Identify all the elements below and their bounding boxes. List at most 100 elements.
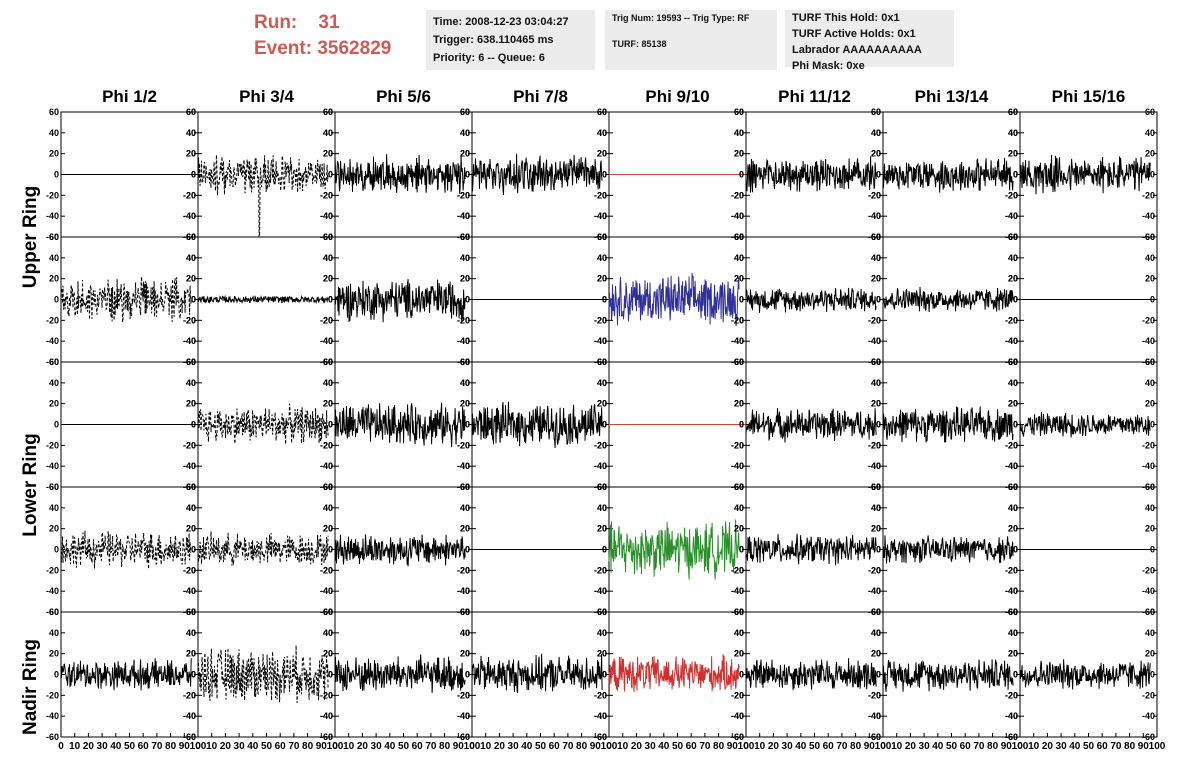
ytick-label-right-r2-c7-2: 20 xyxy=(1145,399,1155,409)
ytick-label-left-r2-c6-5: -40 xyxy=(868,461,881,471)
ytick-label-right-r4-c2-3: 0 xyxy=(465,670,470,680)
ytick-label-right-r3-c1-4: -20 xyxy=(320,565,333,575)
ytick-label-left-r3-c4-0: 60 xyxy=(597,482,607,492)
xtick-label-c1-4: 40 xyxy=(247,741,259,752)
waveform-r4-c3 xyxy=(471,653,603,693)
waveform-r1-c1 xyxy=(197,294,329,304)
waveform-r2-c1 xyxy=(197,403,329,445)
ytick-label-right-r3-c0-5: -40 xyxy=(183,586,196,596)
ytick-label-right-r3-c6-1: 40 xyxy=(1008,503,1018,513)
ytick-label-left-r4-c3-0: 60 xyxy=(460,607,470,617)
ytick-label-right-r3-c1-2: 20 xyxy=(323,524,333,534)
run-label: Run: xyxy=(254,12,298,33)
ytick-label-left-r4-c5-1: 40 xyxy=(734,628,744,638)
ytick-label-right-r4-c0-2: 20 xyxy=(186,649,196,659)
ytick-label-right-r3-c5-2: 20 xyxy=(871,524,881,534)
ytick-label-left-r1-c2-0: 60 xyxy=(323,232,333,242)
ytick-label-left-r4-c4-0: 60 xyxy=(597,607,607,617)
ytick-label-left-r2-c3-2: 20 xyxy=(460,399,470,409)
ytick-label-left-r2-c1-3: 0 xyxy=(191,420,196,430)
ytick-label-right-r2-c3-0: 60 xyxy=(597,357,607,367)
ytick-label-right-r0-c6-1: 40 xyxy=(1008,128,1018,138)
ytick-label-left-r1-c1-2: 20 xyxy=(186,274,196,284)
xtick-label-c4-3: 30 xyxy=(645,741,657,752)
ytick-label-left-r4-c4-5: -40 xyxy=(594,711,607,721)
ytick-label-right-r1-c2-2: 20 xyxy=(460,274,470,284)
ytick-label-right-r0-c3-5: -40 xyxy=(594,211,607,221)
ytick-label-right-r1-c7-5: -40 xyxy=(1142,336,1155,346)
waveform-r2-c7 xyxy=(1019,411,1151,438)
waveform-r4-c1 xyxy=(197,645,329,704)
ytick-label-left-r2-c2-1: 40 xyxy=(323,378,333,388)
ytick-label-left-r3-c3-1: 40 xyxy=(460,503,470,513)
ytick-label-right-r0-c3-4: -20 xyxy=(594,190,607,200)
ytick-label-right-r0-c4-1: 40 xyxy=(734,128,744,138)
ytick-label-right-r4-c3-4: -20 xyxy=(594,690,607,700)
ytick-label-right-r4-c2-6: -60 xyxy=(457,732,470,742)
xtick-label-c4-4: 40 xyxy=(658,741,670,752)
ytick-label-left-r2-c7-1: 40 xyxy=(1008,378,1018,388)
ytick-label-left-r3-c6-1: 40 xyxy=(871,503,881,513)
ytick-label-left-r4-c7-4: -20 xyxy=(1005,690,1018,700)
ytick-label-left-r1-c0-5: -40 xyxy=(46,336,59,346)
ytick-label-left-r1-c0-3: 0 xyxy=(54,295,59,305)
ytick-label-right-r3-c2-1: 40 xyxy=(460,503,470,513)
ytick-label-right-r2-c4-5: -40 xyxy=(731,461,744,471)
xtick-label-c7-4: 40 xyxy=(1069,741,1081,752)
ytick-label-right-r3-c6-0: 60 xyxy=(1008,482,1018,492)
ytick-label-right-r1-c5-1: 40 xyxy=(871,253,881,263)
ytick-label-left-r4-c4-6: -60 xyxy=(594,732,607,742)
xtick-label-c5-5: 50 xyxy=(809,741,821,752)
ytick-label-right-r1-c6-1: 40 xyxy=(1008,253,1018,263)
ytick-label-right-r2-c0-1: 40 xyxy=(186,378,196,388)
xtick-label-c2-2: 20 xyxy=(357,741,369,752)
ytick-label-left-r2-c2-2: 20 xyxy=(323,399,333,409)
xtick-label-c0-3: 30 xyxy=(97,741,109,752)
ytick-label-left-r3-c7-0: 60 xyxy=(1008,482,1018,492)
xtick-label-c7-3: 30 xyxy=(1056,741,1068,752)
ytick-label-left-r3-c1-2: 20 xyxy=(186,524,196,534)
xtick-label-c7-7: 70 xyxy=(1110,741,1122,752)
ytick-label-left-r3-c5-5: -40 xyxy=(731,586,744,596)
phi-header-7: Phi 13/14 xyxy=(914,87,989,106)
ytick-label-right-r4-c4-5: -40 xyxy=(731,711,744,721)
ytick-label-right-r4-c5-3: 0 xyxy=(876,670,881,680)
ytick-label-right-r4-c3-2: 20 xyxy=(597,649,607,659)
ytick-label-left-r0-c6-4: -20 xyxy=(868,190,881,200)
ytick-label-left-r1-c2-3: 0 xyxy=(328,295,333,305)
ytick-label-right-r0-c1-3: 0 xyxy=(328,170,333,180)
xtick-label-c6-0: 0 xyxy=(880,741,886,752)
ytick-label-right-r3-c5-5: -40 xyxy=(868,586,881,596)
ytick-label-right-r3-c2-2: 20 xyxy=(460,524,470,534)
waveform-r2-c2 xyxy=(334,402,466,448)
ytick-label-right-r3-c2-5: -40 xyxy=(457,586,470,596)
ytick-label-right-r3-c4-3: 0 xyxy=(739,545,744,555)
ytick-label-right-r3-c0-2: 20 xyxy=(186,524,196,534)
ytick-label-right-r1-c6-4: -20 xyxy=(1005,315,1018,325)
ytick-label-right-r3-c0-0: 60 xyxy=(186,482,196,492)
xtick-label-c5-0: 0 xyxy=(743,741,749,752)
ytick-label-left-r4-c4-1: 40 xyxy=(597,628,607,638)
ytick-label-right-r0-c1-0: 60 xyxy=(323,107,333,117)
xtick-label-c2-6: 60 xyxy=(412,741,424,752)
waveform-r3-c2 xyxy=(334,534,466,567)
ytick-label-right-r4-c3-5: -40 xyxy=(594,711,607,721)
ytick-label-right-r1-c1-2: 20 xyxy=(323,274,333,284)
ytick-label-right-r4-c0-6: -60 xyxy=(183,732,196,742)
ytick-label-right-r4-c6-1: 40 xyxy=(1008,628,1018,638)
ytick-label-right-r4-c1-2: 20 xyxy=(323,649,333,659)
ytick-label-right-r2-c7-4: -20 xyxy=(1142,440,1155,450)
ytick-label-right-r0-c6-4: -20 xyxy=(1005,190,1018,200)
ytick-label-right-r0-c7-2: 20 xyxy=(1145,149,1155,159)
ytick-label-right-r2-c2-3: 0 xyxy=(465,420,470,430)
xtick-label-c6-2: 20 xyxy=(905,741,917,752)
waveform-r1-c4 xyxy=(608,273,740,327)
ytick-label-left-r0-c0-0: 60 xyxy=(49,107,59,117)
ytick-label-right-r3-c4-0: 60 xyxy=(734,482,744,492)
ytick-label-right-r2-c3-1: 40 xyxy=(597,378,607,388)
ytick-label-right-r0-c5-1: 40 xyxy=(871,128,881,138)
ytick-label-left-r0-c4-4: -20 xyxy=(594,190,607,200)
ytick-label-left-r3-c4-5: -40 xyxy=(594,586,607,596)
ytick-label-left-r1-c7-0: 60 xyxy=(1008,232,1018,242)
xtick-label-c0-5: 50 xyxy=(124,741,136,752)
